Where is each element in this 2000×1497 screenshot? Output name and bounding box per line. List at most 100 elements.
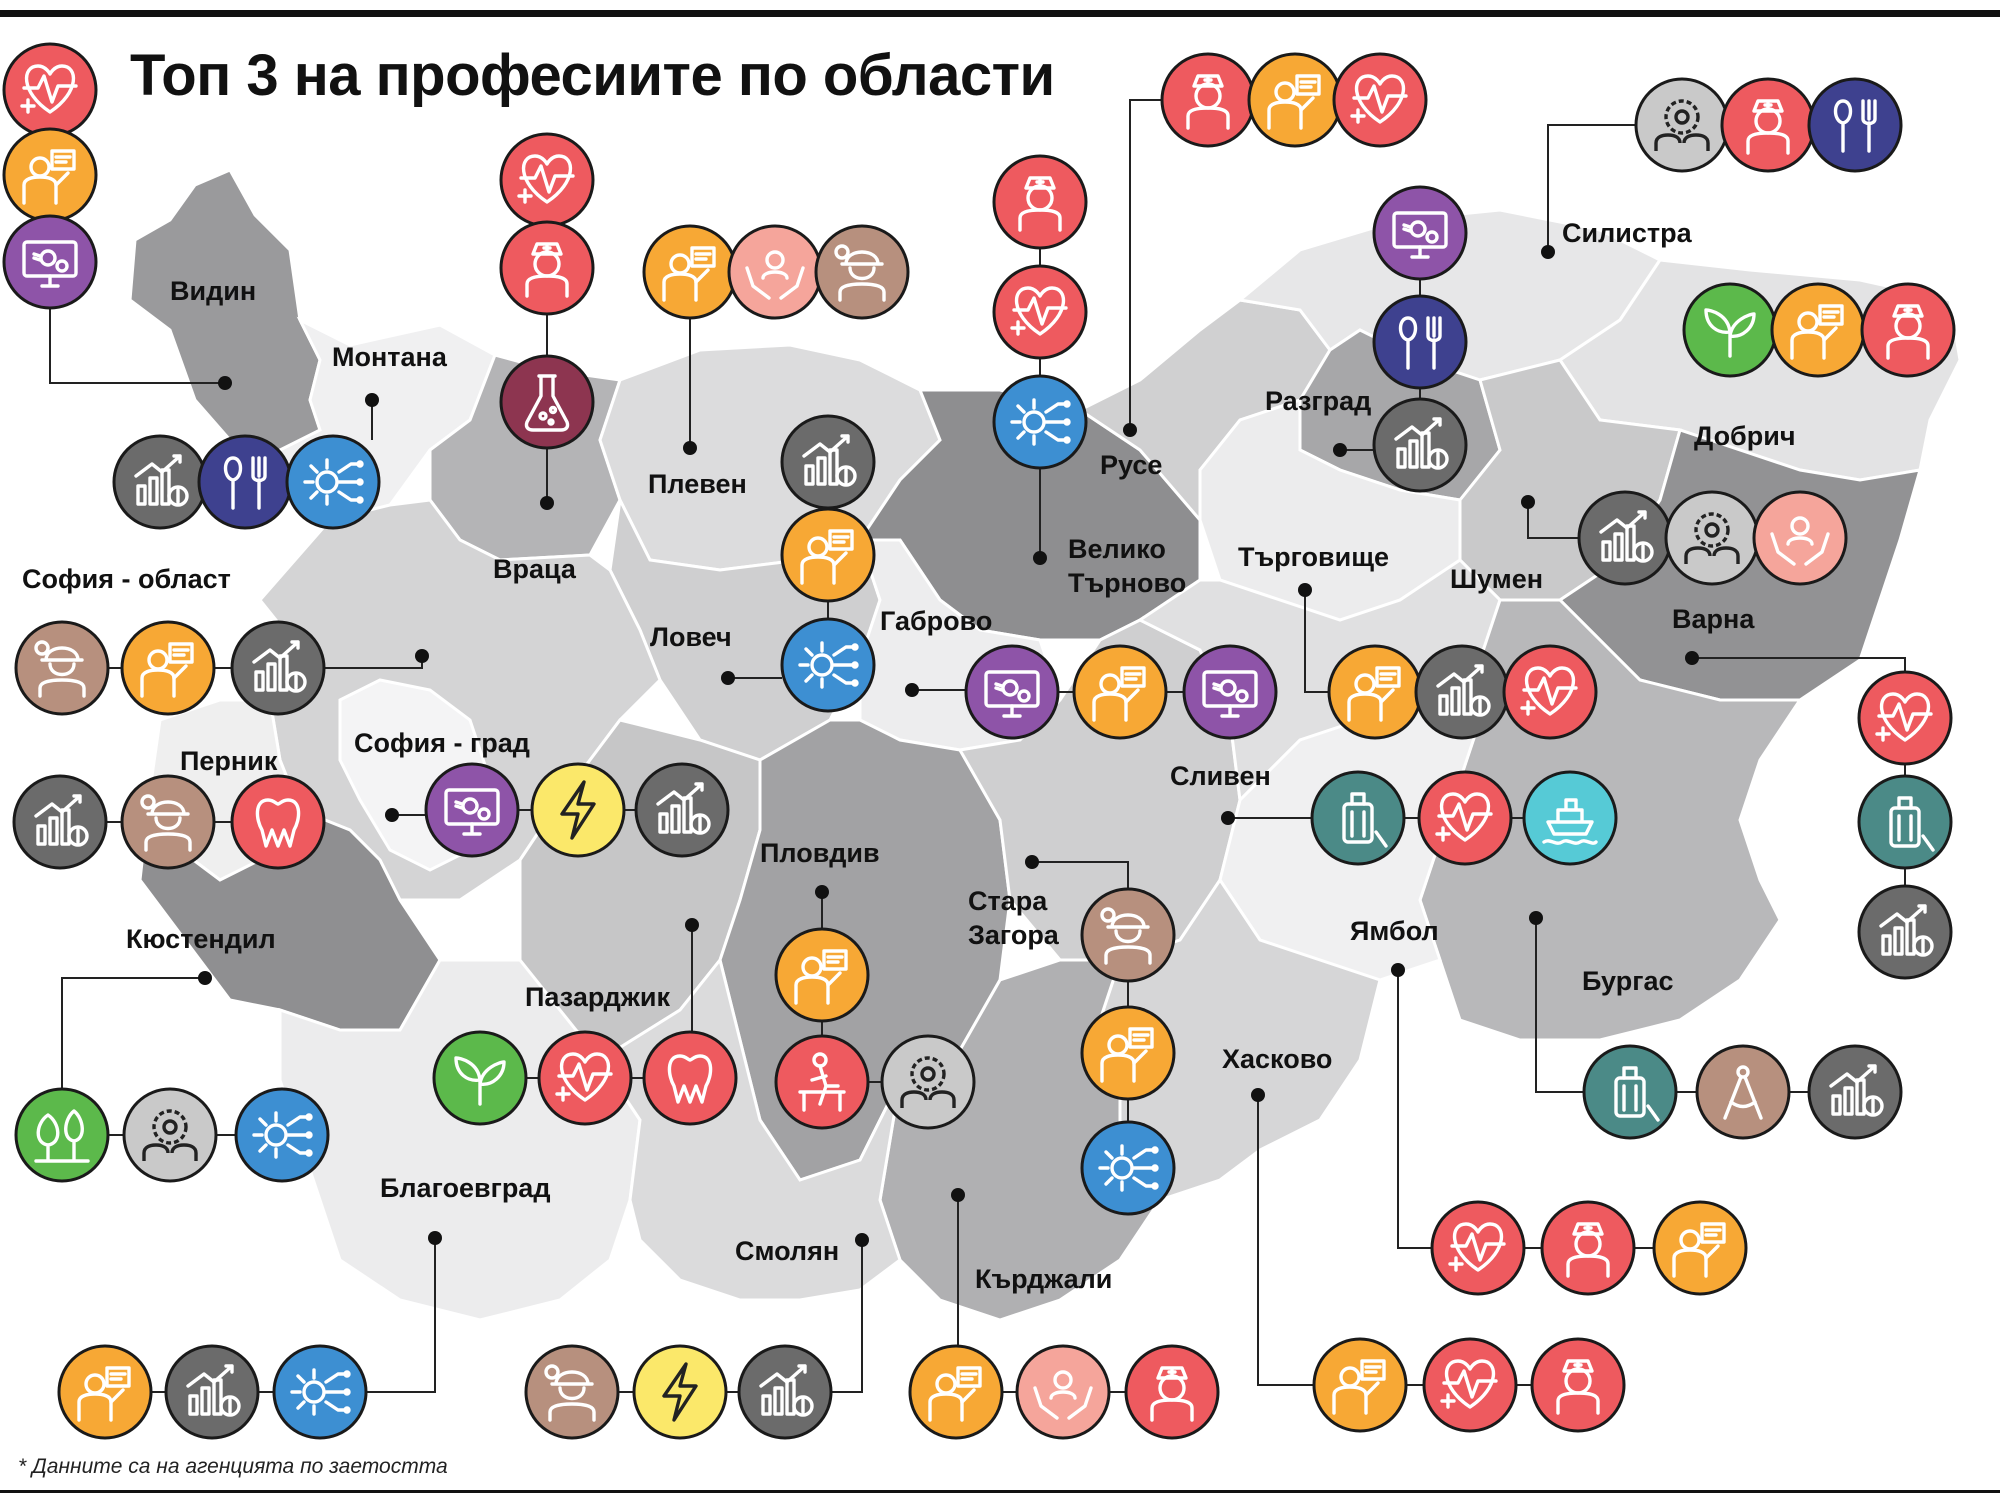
- connector-yambol: [1397, 970, 1432, 1249]
- engineer-icon: [780, 617, 876, 713]
- tourism-icon: [1582, 1044, 1678, 1140]
- construction-icon: [14, 620, 110, 716]
- construction-icon: [120, 774, 216, 870]
- label-veliko-1: Велико: [1068, 534, 1166, 564]
- label-kyustendil: Кюстендил: [126, 924, 276, 954]
- region-dot-montana: [365, 393, 379, 407]
- label-montana: Монтана: [332, 342, 448, 372]
- region-dot-smolyan: [855, 1233, 869, 1247]
- construction-icon: [1080, 887, 1176, 983]
- engineer-icon: [1080, 1120, 1176, 1216]
- teacher-icon: [780, 507, 876, 603]
- label-sofia-obl: София - област: [22, 564, 231, 594]
- label-burgas: Бургас: [1582, 966, 1673, 996]
- nurse-icon: [1530, 1337, 1626, 1433]
- health-icon: [992, 264, 1088, 360]
- it-icon: [2, 214, 98, 310]
- region-dot-haskovo: [1251, 1088, 1265, 1102]
- engineer-icon: [992, 374, 1088, 470]
- economist-icon: [164, 1344, 260, 1440]
- label-smolyan: Смолян: [735, 1236, 839, 1266]
- teacher-icon: [908, 1344, 1004, 1440]
- it-icon: [964, 644, 1060, 740]
- teacher-icon: [1652, 1200, 1748, 1296]
- staff-icon: [1664, 490, 1760, 586]
- nurse-icon: [1860, 282, 1956, 378]
- teacher-icon: [2, 127, 98, 223]
- nurse-icon: [992, 154, 1088, 250]
- electric-icon: [530, 762, 626, 858]
- region-dot-kardzhali: [951, 1188, 965, 1202]
- region-dot-veliko: [1033, 551, 1047, 565]
- region-dot-burgas: [1529, 911, 1543, 925]
- region-dot-sliven: [1221, 811, 1235, 825]
- teacher-icon: [120, 620, 216, 716]
- engineer-icon: [285, 434, 381, 530]
- engineer-icon: [272, 1344, 368, 1440]
- economist-icon: [230, 620, 326, 716]
- architect-icon: [1695, 1044, 1791, 1140]
- region-dot-sofia_grad: [385, 808, 399, 822]
- connector-haskovo: [1257, 1095, 1314, 1386]
- region-dot-ruse: [1123, 423, 1137, 437]
- teacher-icon: [57, 1344, 153, 1440]
- label-blagoevgrad: Благоевград: [380, 1173, 550, 1203]
- economist-icon: [634, 762, 730, 858]
- lab-icon: [499, 354, 595, 450]
- economist-icon: [1372, 397, 1468, 493]
- nurse-icon: [1160, 52, 1256, 148]
- label-pazardzhik: Пазарджик: [525, 982, 671, 1012]
- label-veliko-2: Търново: [1068, 568, 1186, 598]
- dentist-icon: [230, 774, 326, 870]
- teacher-icon: [642, 224, 738, 320]
- region-dot-targovishte: [1298, 583, 1312, 597]
- health-icon: [1332, 52, 1428, 148]
- electric-icon: [632, 1344, 728, 1440]
- region-shape-vidin: [128, 168, 322, 457]
- cook-icon: [1807, 77, 1903, 173]
- economist-icon: [737, 1344, 833, 1440]
- tourism-icon: [1857, 774, 1953, 870]
- social-icon: [1015, 1344, 1111, 1440]
- label-sliven: Сливен: [1170, 761, 1271, 791]
- label-targovishte: Търговище: [1238, 542, 1389, 572]
- health-icon: [2, 42, 98, 138]
- region-dot-kyustendil: [198, 971, 212, 985]
- region-dot-lovech: [721, 671, 735, 685]
- health-icon: [1857, 670, 1953, 766]
- region-dot-yambol: [1391, 963, 1405, 977]
- social-icon: [1752, 490, 1848, 586]
- label-shumen: Шумен: [1450, 564, 1543, 594]
- it-icon: [1182, 644, 1278, 740]
- region-labels: Видин Монтана Враца Плевен Ловеч Велико …: [22, 218, 1796, 1294]
- label-pleven: Плевен: [648, 469, 747, 499]
- engineer-icon: [234, 1087, 330, 1183]
- health-icon: [499, 132, 595, 228]
- label-stara-1: Стара: [968, 886, 1048, 916]
- dentist-icon: [642, 1030, 738, 1126]
- label-yambol: Ямбол: [1350, 916, 1439, 946]
- health-icon: [1502, 644, 1598, 740]
- teacher-icon: [1072, 644, 1168, 740]
- label-varna: Варна: [1672, 604, 1755, 634]
- label-kardzhali: Кърджали: [975, 1264, 1112, 1294]
- connector-targovishte: [1304, 590, 1329, 693]
- label-razgrad: Разград: [1265, 386, 1371, 416]
- label-ruse: Русе: [1100, 450, 1162, 480]
- region-dot-vratsa: [540, 496, 554, 510]
- nurse-icon: [1720, 77, 1816, 173]
- page-title: Топ 3 на професиите по области: [130, 43, 1055, 108]
- teacher-icon: [1312, 1337, 1408, 1433]
- economist-icon: [1414, 644, 1510, 740]
- construction-icon: [814, 224, 910, 320]
- economist-icon: [1857, 884, 1953, 980]
- forest-icon: [14, 1087, 110, 1183]
- connector-stara: [1032, 861, 1129, 889]
- region-dot-pleven: [683, 441, 697, 455]
- economist-icon: [112, 434, 208, 530]
- health-icon: [1417, 770, 1513, 866]
- tourism-icon: [1310, 770, 1406, 866]
- nurse-icon: [499, 220, 595, 316]
- social-icon: [727, 224, 823, 320]
